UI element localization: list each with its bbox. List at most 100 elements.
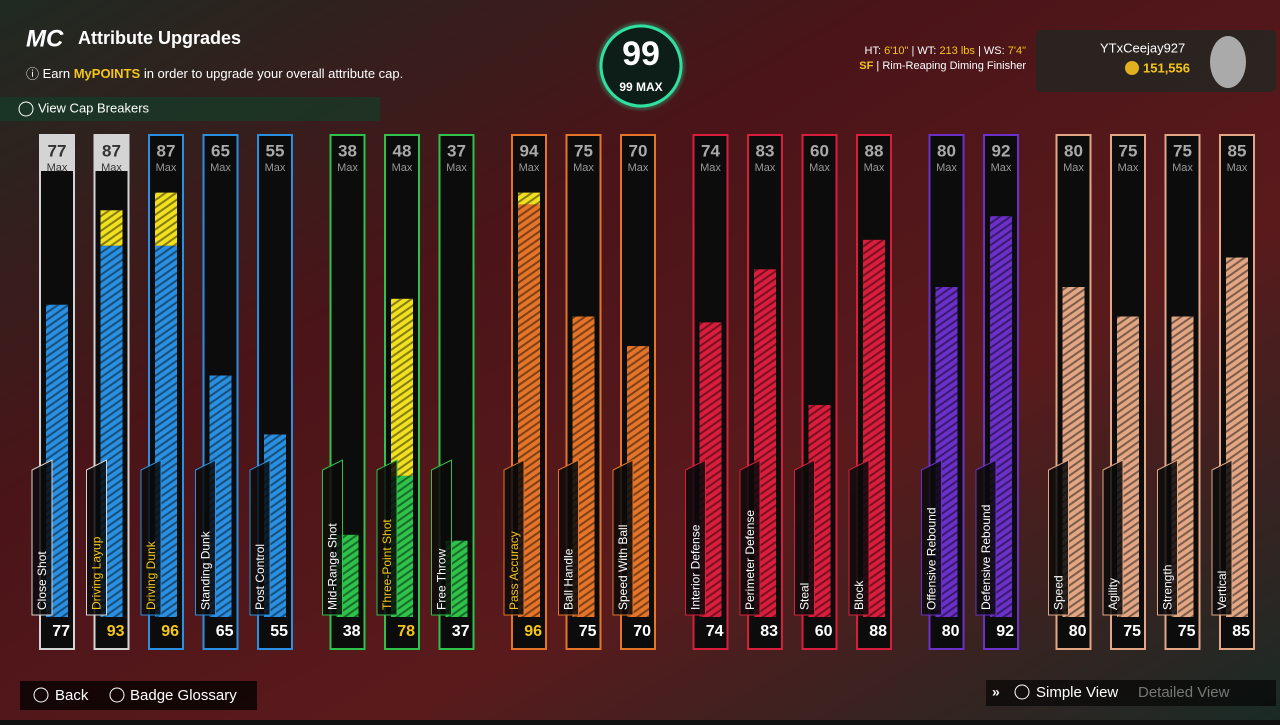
cap-label: Max: [210, 162, 231, 174]
label-tab: [140, 459, 162, 616]
cap-label: Max: [700, 162, 721, 174]
label-tab: [975, 459, 997, 616]
cap-value: 65: [211, 141, 230, 160]
attribute-name: Interior Defense: [689, 524, 703, 610]
avatar: [1210, 36, 1246, 88]
attribute-value: 75: [1123, 623, 1141, 640]
attribute-value: 65: [216, 623, 234, 640]
cap-value: 74: [701, 141, 720, 160]
attribute-value: 88: [869, 623, 887, 640]
cap-value: 60: [810, 141, 829, 160]
cap-value: 75: [574, 141, 593, 160]
attribute-name: Driving Layup: [90, 536, 104, 610]
attribute-name: Free Throw: [435, 549, 449, 610]
cap-value: 92: [992, 141, 1011, 160]
label-tab: [558, 459, 579, 616]
cap-label: Max: [1227, 162, 1248, 174]
cap-value: 55: [266, 141, 285, 160]
cap-breakers-bar[interactable]: [0, 97, 380, 121]
upgrade-hatch: [518, 192, 540, 205]
attribute-value: 80: [942, 623, 960, 640]
label-tab: [685, 459, 706, 616]
title: Attribute Upgrades: [78, 28, 241, 48]
attribute-value: 75: [1178, 623, 1196, 640]
attribute-name: Offensive Rebound: [925, 507, 939, 610]
label-tab: [1211, 459, 1233, 616]
cap-value: 88: [865, 141, 884, 160]
attribute-name: Strength: [1161, 565, 1175, 610]
cap-value: 75: [1119, 141, 1138, 160]
overall-label: 99 MAX: [619, 80, 662, 94]
attribute-name: Defensive Rebound: [979, 505, 993, 610]
cap-label: Max: [991, 162, 1012, 174]
attribute-value: 37: [452, 623, 470, 640]
label-tab: [739, 459, 761, 616]
wt: 213 lbs: [939, 45, 975, 57]
attribute-value: 85: [1232, 623, 1250, 640]
footer-right: [986, 680, 1276, 706]
cap-label: Max: [1118, 162, 1139, 174]
badge-glossary[interactable]: Badge Glossary: [130, 687, 237, 704]
label-tab: [1157, 459, 1178, 616]
label-tab: [848, 459, 870, 616]
cap-label: Max: [446, 162, 467, 174]
label-tab: [431, 459, 452, 616]
logo: MC: [26, 25, 64, 52]
detailed-view[interactable]: Detailed View: [1138, 684, 1230, 701]
attribute-name: Perimeter Defense: [743, 510, 757, 610]
triangle-icon: [1014, 684, 1030, 700]
cap-value: 48: [393, 141, 412, 160]
label-tab: [31, 459, 53, 616]
attribute-value: 77: [52, 623, 70, 640]
column-head: [94, 135, 129, 171]
back[interactable]: Back: [55, 687, 89, 704]
cap-value: 80: [937, 141, 956, 160]
simple-view[interactable]: Simple View: [1036, 684, 1118, 701]
attribute-name: Vertical: [1215, 571, 1229, 610]
label-tab: [86, 459, 107, 616]
cap-label: Max: [47, 162, 68, 174]
cap-label: Max: [519, 162, 540, 174]
attribute-value: 80: [1069, 623, 1087, 640]
attribute-value: 60: [815, 623, 833, 640]
cap-value: 75: [1173, 141, 1192, 160]
attribute-value: 96: [524, 623, 542, 640]
column-head: [40, 135, 74, 171]
attribute-value: 83: [760, 623, 778, 640]
cap-breakers[interactable]: View Cap Breakers: [38, 100, 150, 115]
cap-value: 83: [756, 141, 775, 160]
attribute-name: Close Shot: [35, 551, 49, 610]
cap-label: Max: [809, 162, 830, 174]
cap-label: Max: [573, 162, 594, 174]
attribute-name: Ball Handle: [562, 548, 576, 610]
cap-value: 87: [102, 141, 121, 160]
cap-value: 37: [447, 141, 466, 160]
label-tab: [195, 459, 216, 616]
gamertag: YTxCeejay927: [1100, 40, 1185, 55]
position: SF: [859, 60, 873, 72]
cap-label: Max: [101, 162, 122, 174]
attribute-value: 74: [706, 623, 724, 640]
cap-value: 85: [1228, 141, 1247, 160]
vc: 151,556: [1143, 60, 1190, 75]
label-tab: [503, 459, 525, 616]
ws: 7'4": [1008, 45, 1026, 57]
label-tab: [794, 459, 815, 616]
attribute-name: Three-Point Shot: [380, 519, 394, 610]
player-build: SF | Rim-Reaping Diming Finisher: [859, 60, 1026, 72]
info-prefix: Earn: [43, 66, 70, 81]
attribute-value: 92: [996, 623, 1014, 640]
cap-label: Max: [392, 162, 413, 174]
attribute-name: Agility: [1106, 578, 1120, 610]
attribute-name: Speed With Ball: [616, 525, 630, 610]
attribute-name: Post Control: [253, 544, 267, 610]
cap-label: Max: [337, 162, 358, 174]
attribute-value: 38: [343, 623, 361, 640]
upgrade-hatch: [155, 192, 177, 246]
info: ⓘ Earn MyPOINTS in order to upgrade your…: [26, 66, 403, 81]
button-icon: [18, 101, 34, 117]
ht: 6'10": [884, 45, 908, 57]
label-tab: [612, 459, 634, 616]
